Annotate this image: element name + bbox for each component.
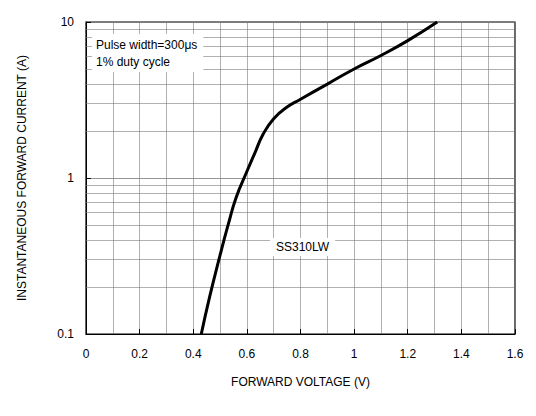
svg-text:0.2: 0.2 bbox=[131, 347, 148, 361]
svg-text:0.4: 0.4 bbox=[185, 347, 202, 361]
svg-text:1: 1 bbox=[351, 347, 358, 361]
svg-text:0: 0 bbox=[83, 347, 90, 361]
svg-text:10: 10 bbox=[61, 15, 75, 29]
svg-text:1.6: 1.6 bbox=[507, 347, 524, 361]
svg-text:0.1: 0.1 bbox=[57, 327, 74, 341]
svg-text:0.8: 0.8 bbox=[292, 347, 309, 361]
svg-text:1.4: 1.4 bbox=[453, 347, 470, 361]
svg-text:Pulse width=300μs: Pulse width=300μs bbox=[96, 38, 197, 52]
svg-text:1: 1 bbox=[67, 171, 74, 185]
svg-text:1% duty cycle: 1% duty cycle bbox=[96, 55, 170, 69]
svg-text:1.2: 1.2 bbox=[399, 347, 416, 361]
svg-text:INSTANTANEOUS FORWARD CURRENT: INSTANTANEOUS FORWARD CURRENT (A) bbox=[15, 55, 29, 301]
svg-text:SS310LW: SS310LW bbox=[276, 240, 330, 254]
svg-text:0.6: 0.6 bbox=[239, 347, 256, 361]
svg-text:FORWARD VOLTAGE (V): FORWARD VOLTAGE (V) bbox=[231, 375, 370, 389]
